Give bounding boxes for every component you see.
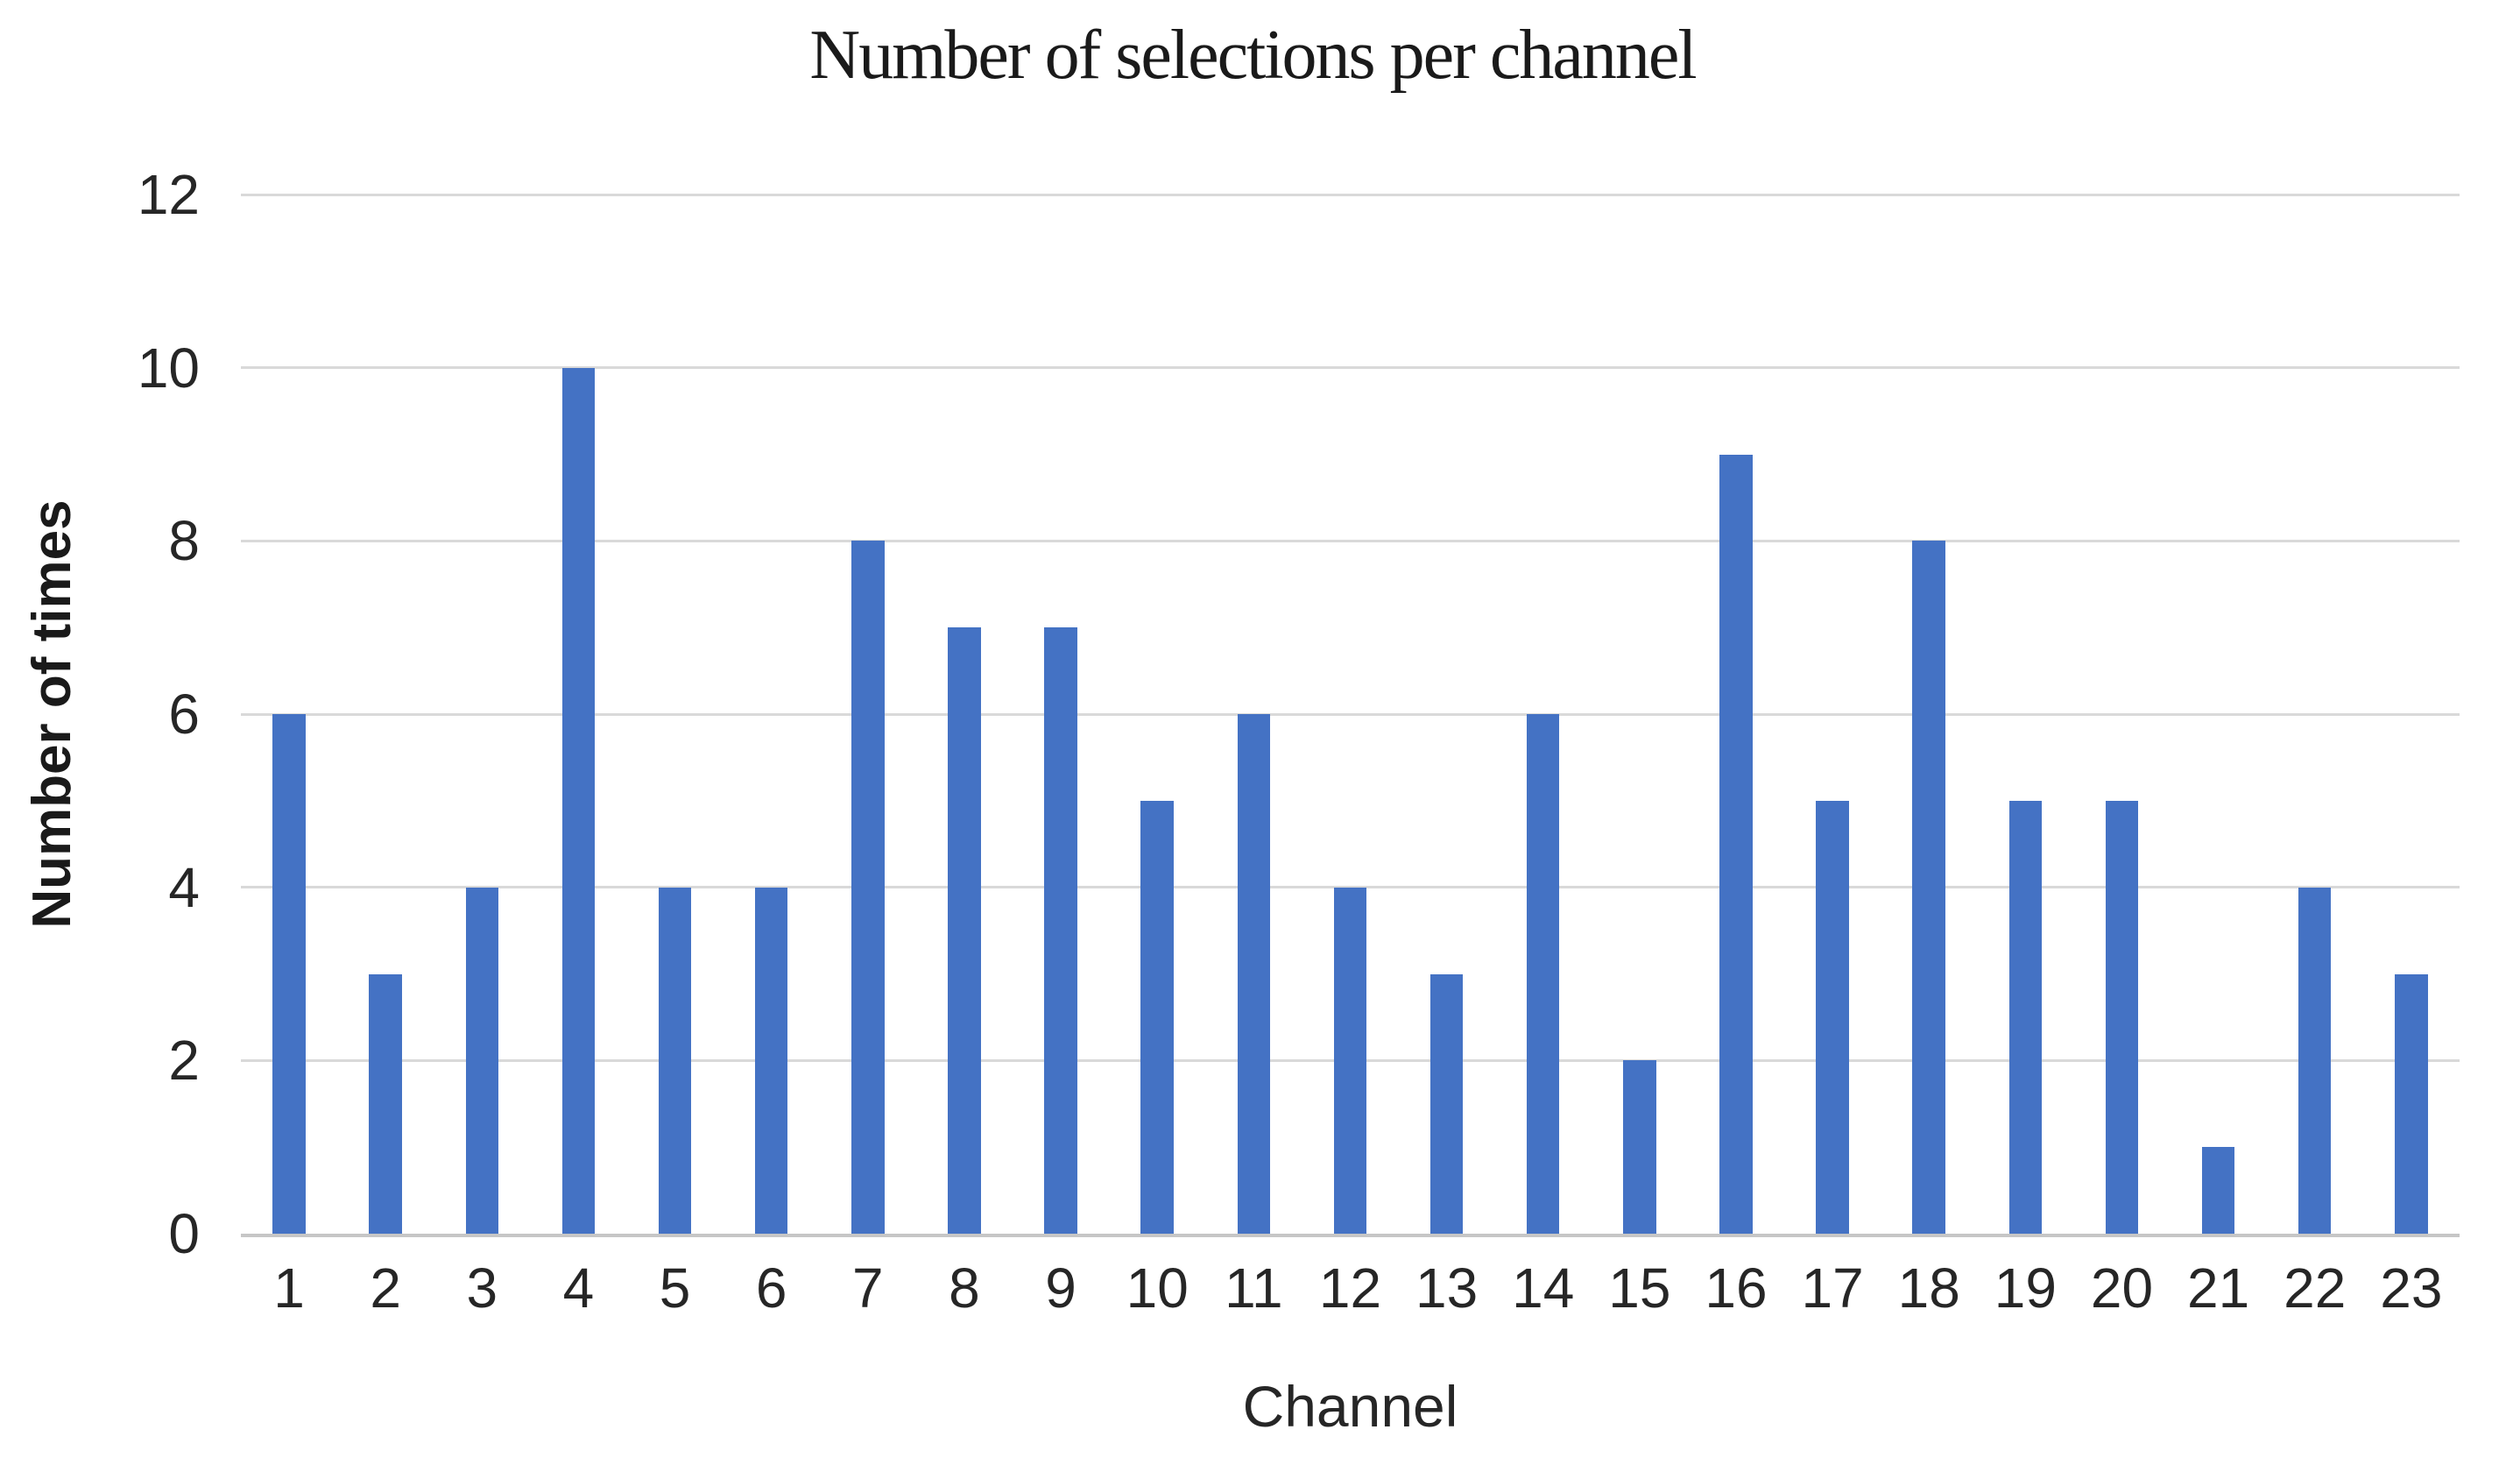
y-tick-label-8: 8 xyxy=(168,509,200,573)
x-tick-label-14: 14 xyxy=(1512,1256,1575,1320)
gridline-12 xyxy=(241,193,2460,196)
bar-slot-8 xyxy=(916,195,1013,1234)
plot-area xyxy=(241,193,2460,1237)
x-tick-label-23: 23 xyxy=(2380,1256,2443,1320)
x-tick-label-10: 10 xyxy=(1126,1256,1189,1320)
x-tick-label-15: 15 xyxy=(1608,1256,1671,1320)
x-tick-label-12: 12 xyxy=(1318,1256,1382,1320)
bar-channel-4 xyxy=(561,367,596,1234)
bar-slot-13 xyxy=(1399,195,1495,1234)
bar-channel-15 xyxy=(1623,1060,1656,1234)
bar-slot-15 xyxy=(1592,195,1688,1234)
bar-slot-12 xyxy=(1302,195,1398,1234)
x-tick-label-7: 7 xyxy=(852,1256,884,1320)
bar-channel-8 xyxy=(948,627,981,1234)
bar-slot-4 xyxy=(530,195,626,1234)
x-axis-line xyxy=(241,1234,2460,1237)
y-tick-label-4: 4 xyxy=(168,855,200,919)
x-tick-label-17: 17 xyxy=(1801,1256,1864,1320)
bar-slot-7 xyxy=(820,195,916,1234)
bar-channel-3 xyxy=(465,887,499,1234)
bar-channel-16 xyxy=(1719,454,1753,1234)
bar-slot-11 xyxy=(1205,195,1302,1234)
x-tick-label-1: 1 xyxy=(273,1256,305,1320)
x-tick-label-9: 9 xyxy=(1045,1256,1076,1320)
bar-channel-5 xyxy=(658,887,692,1234)
bar-slot-18 xyxy=(1881,195,1977,1234)
x-tick-label-20: 20 xyxy=(2090,1256,2154,1320)
gridline-4 xyxy=(241,886,2460,889)
x-tick-label-3: 3 xyxy=(466,1256,498,1320)
bar-slot-14 xyxy=(1495,195,1592,1234)
bar-channel-10 xyxy=(1140,800,1174,1234)
x-tick-label-18: 18 xyxy=(1897,1256,1960,1320)
bar-slot-10 xyxy=(1109,195,1205,1234)
bar-channel-18 xyxy=(1912,541,1945,1234)
x-tick-label-6: 6 xyxy=(755,1256,787,1320)
bar-channel-22 xyxy=(2298,887,2332,1234)
bar-slot-6 xyxy=(724,195,820,1234)
y-tick-label-6: 6 xyxy=(168,683,200,746)
gridline-10 xyxy=(241,366,2460,370)
x-tick-label-8: 8 xyxy=(949,1256,980,1320)
y-tick-label-12: 12 xyxy=(137,163,200,226)
y-tick-label-2: 2 xyxy=(168,1029,200,1093)
bar-slot-23 xyxy=(2363,195,2460,1234)
chart-title: Number of selections per channel xyxy=(809,17,1697,94)
x-tick-label-4: 4 xyxy=(562,1256,595,1320)
bar-channel-21 xyxy=(2201,1147,2235,1234)
bar-slot-22 xyxy=(2267,195,2363,1234)
bar-slot-5 xyxy=(627,195,724,1234)
bar-channel-13 xyxy=(1429,973,1464,1234)
x-tick-label-5: 5 xyxy=(659,1256,691,1320)
x-tick-label-13: 13 xyxy=(1415,1256,1479,1320)
bar-channel-9 xyxy=(1044,627,1077,1234)
x-axis-tick-labels: 1 2 3 4 5 6 7 8 9 10 11 12 13 14 15 16 17 18 19 20 21 22 23 xyxy=(241,1260,2460,1316)
x-tick-label-19: 19 xyxy=(1994,1256,2057,1320)
gridline-8 xyxy=(241,539,2460,542)
bar-slot-2 xyxy=(337,195,434,1234)
x-tick-label-21: 21 xyxy=(2186,1256,2250,1320)
bar-slot-19 xyxy=(1977,195,2073,1234)
x-tick-label-2: 2 xyxy=(370,1256,401,1320)
bar-channel-11 xyxy=(1237,714,1271,1234)
bar-channel-2 xyxy=(369,973,402,1234)
bar-slot-1 xyxy=(241,195,337,1234)
x-axis-title: Channel xyxy=(1242,1374,1458,1439)
bar-slot-9 xyxy=(1013,195,1109,1234)
bar-channel-14 xyxy=(1526,714,1560,1234)
bar-slot-20 xyxy=(2073,195,2170,1234)
x-tick-label-11: 11 xyxy=(1225,1256,1283,1320)
bar-slot-16 xyxy=(1688,195,1784,1234)
gridline-6 xyxy=(241,712,2460,716)
bars-group xyxy=(241,195,2460,1234)
bar-channel-23 xyxy=(2395,973,2428,1234)
bar-channel-6 xyxy=(754,887,788,1234)
bar-channel-7 xyxy=(851,541,885,1234)
y-tick-label-10: 10 xyxy=(137,336,200,400)
bar-slot-21 xyxy=(2171,195,2267,1234)
bar-channel-19 xyxy=(2008,800,2043,1234)
y-tick-label-0: 0 xyxy=(168,1202,200,1265)
x-tick-label-16: 16 xyxy=(1705,1256,1768,1320)
bar-slot-3 xyxy=(434,195,530,1234)
bar-channel-17 xyxy=(1816,800,1849,1234)
bar-channel-12 xyxy=(1333,887,1367,1234)
bar-slot-17 xyxy=(1784,195,1881,1234)
bar-channel-20 xyxy=(2105,800,2139,1234)
bar-channel-1 xyxy=(272,714,306,1234)
x-tick-label-22: 22 xyxy=(2284,1256,2347,1320)
